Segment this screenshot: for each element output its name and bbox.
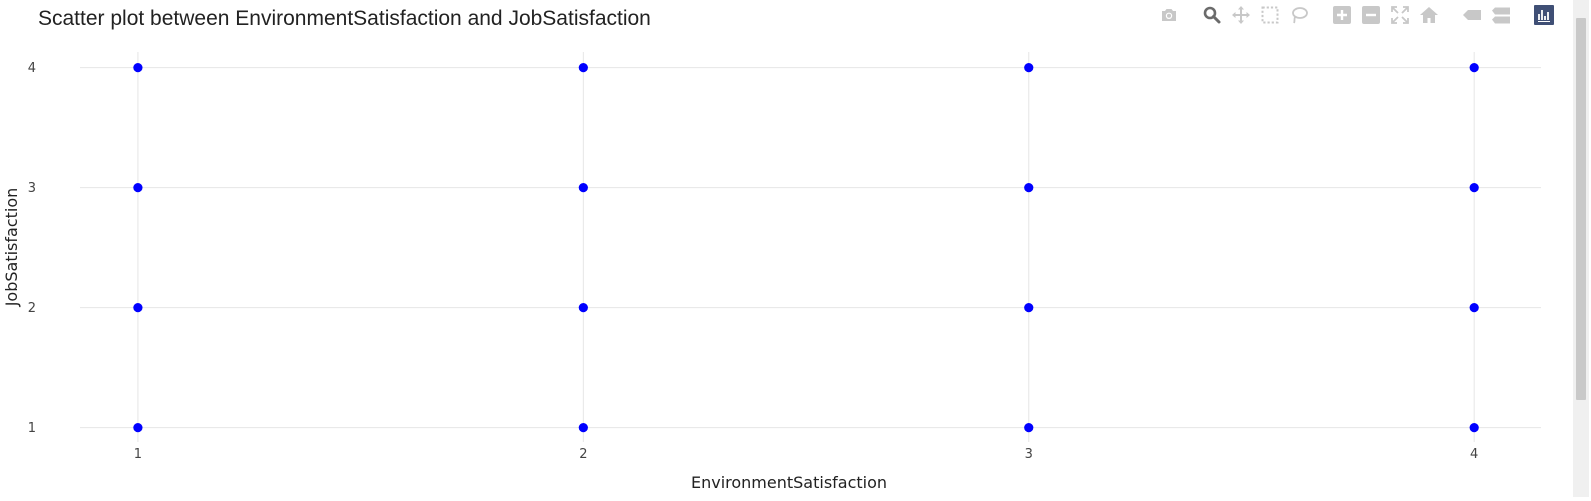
zoom-in-icon[interactable] (1331, 4, 1353, 26)
data-points[interactable] (133, 63, 1479, 433)
scatter-point[interactable] (578, 423, 588, 433)
scatter-point[interactable] (1024, 423, 1034, 433)
vertical-scrollbar[interactable] (1569, 0, 1591, 497)
lasso-select-icon[interactable] (1288, 4, 1310, 26)
scatter-point[interactable] (1469, 183, 1479, 193)
pan-icon[interactable] (1230, 4, 1252, 26)
x-tick-label: 2 (579, 447, 587, 462)
y-axis-title: JobSatisfaction (2, 188, 21, 308)
x-tick-label: 3 (1025, 447, 1033, 462)
scatter-point[interactable] (1469, 63, 1479, 73)
scrollbar-thumb[interactable] (1576, 18, 1586, 400)
modebar-group-hover (1454, 4, 1512, 26)
scatter-point[interactable] (1469, 423, 1479, 433)
zoom-icon[interactable] (1201, 4, 1223, 26)
scatter-point[interactable] (133, 63, 143, 73)
spike-lines-icon[interactable] (1461, 4, 1483, 26)
x-tick-label: 1 (134, 447, 142, 462)
reset-axes-icon[interactable] (1418, 4, 1440, 26)
scatter-point[interactable] (1024, 303, 1034, 313)
modebar-group-zoom (1324, 4, 1440, 26)
scatter-point[interactable] (1024, 183, 1034, 193)
scatter-point[interactable] (1469, 303, 1479, 313)
y-tick-label: 1 (28, 421, 36, 436)
y-tick-label: 4 (28, 61, 36, 76)
scatter-point[interactable] (578, 63, 588, 73)
scatter-point[interactable] (133, 423, 143, 433)
grid-lines (80, 52, 1541, 442)
scatter-point[interactable] (1024, 63, 1034, 73)
scatter-point[interactable] (578, 303, 588, 313)
x-axis-title: EnvironmentSatisfaction (691, 473, 887, 492)
zoom-out-icon[interactable] (1360, 4, 1382, 26)
modebar-group-logo (1526, 4, 1555, 26)
modebar-group-export (1151, 4, 1180, 26)
chart-title: Scatter plot between EnvironmentSatisfac… (38, 7, 651, 30)
compare-hover-icon[interactable] (1490, 4, 1512, 26)
plotly-logo-icon[interactable] (1533, 4, 1555, 26)
scatter-point[interactable] (578, 183, 588, 193)
tick-labels: 1 2 3 4 1 2 3 4 (28, 61, 1479, 462)
box-select-icon[interactable] (1259, 4, 1281, 26)
camera-icon[interactable] (1158, 4, 1180, 26)
y-tick-label: 2 (28, 301, 36, 316)
scatter-point[interactable] (133, 183, 143, 193)
autoscale-icon[interactable] (1389, 4, 1411, 26)
y-tick-label: 3 (28, 181, 36, 196)
modebar-toolbar (1137, 4, 1555, 26)
scatter-point[interactable] (133, 303, 143, 313)
x-tick-label: 4 (1470, 447, 1478, 462)
modebar-group-drag (1194, 4, 1310, 26)
